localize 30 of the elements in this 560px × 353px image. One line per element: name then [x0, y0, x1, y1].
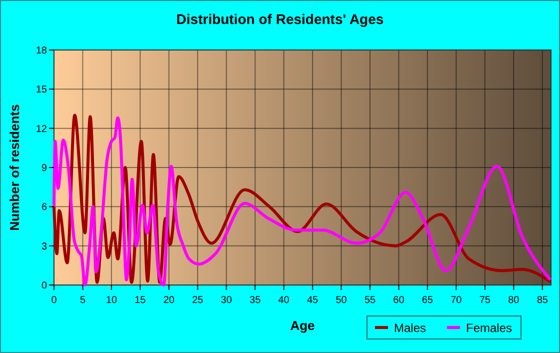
x-tick-label: 85	[536, 295, 548, 306]
y-tick-label: 0	[41, 280, 48, 292]
x-tick-label: 20	[163, 295, 175, 306]
y-axis-title: Number of residents	[7, 104, 22, 231]
x-tick-label: 80	[508, 295, 520, 306]
y-tick-label: 9	[41, 163, 48, 174]
x-tick-label: 60	[393, 295, 405, 306]
x-tick-label: 55	[364, 295, 376, 306]
legend-label: Males	[394, 321, 426, 335]
x-tick-label: 10	[106, 295, 118, 306]
x-tick-label: 15	[134, 295, 146, 306]
legend-label: Females	[466, 321, 512, 335]
x-tick-label: 40	[278, 295, 290, 306]
chart-title: Distribution of Residents' Ages	[176, 11, 384, 27]
x-tick-label: 0	[51, 295, 58, 306]
x-tick-label: 75	[479, 295, 491, 306]
x-tick-label: 70	[450, 295, 462, 306]
y-tick-label: 6	[41, 202, 48, 214]
x-axis-title: Age	[290, 318, 315, 333]
x-tick-label: 65	[422, 295, 434, 306]
x-tick-label: 30	[220, 295, 232, 306]
x-tick-label: 5	[80, 295, 86, 306]
y-tick-label: 12	[36, 124, 48, 135]
x-tick-label: 50	[336, 295, 348, 306]
y-tick-label: 3	[41, 241, 48, 252]
x-tick-label: 45	[306, 295, 319, 306]
x-tick-label: 25	[192, 295, 204, 306]
y-tick-label: 18	[36, 46, 48, 56]
x-tick-label: 35	[250, 295, 262, 306]
y-tick-label: 15	[36, 84, 48, 96]
